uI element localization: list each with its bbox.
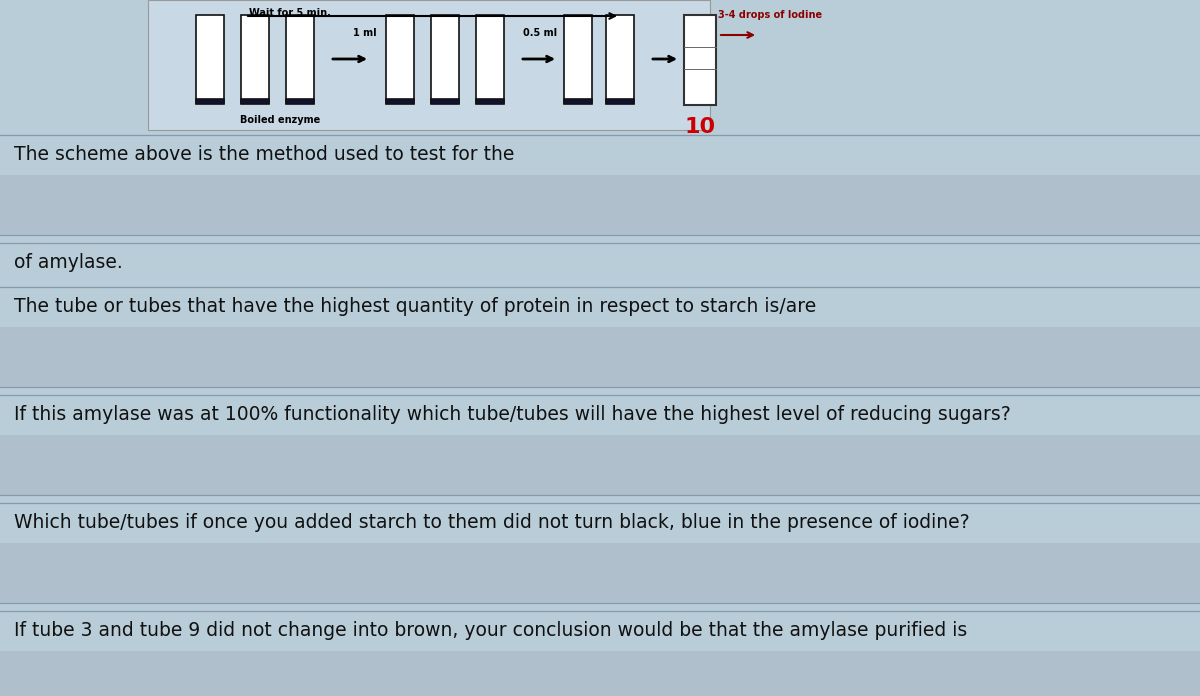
Bar <box>0 611 1200 651</box>
Text: 10: 10 <box>684 117 715 137</box>
Bar <box>564 15 592 103</box>
Text: The tube or tubes that have the highest quantity of protein in respect to starch: The tube or tubes that have the highest … <box>14 297 816 317</box>
Text: Wait for 5 min.: Wait for 5 min. <box>250 8 331 18</box>
Bar <box>606 15 634 103</box>
Text: 3-4 drops of Iodine: 3-4 drops of Iodine <box>718 10 822 20</box>
Bar <box>565 46 592 103</box>
Bar <box>242 46 268 103</box>
Bar <box>0 327 1200 387</box>
Bar <box>564 99 592 104</box>
Bar <box>0 175 1200 235</box>
Bar <box>431 99 458 104</box>
Bar <box>0 651 1200 696</box>
Bar <box>476 15 504 103</box>
Bar <box>148 0 710 130</box>
Text: If tube 3 and tube 9 did not change into brown, your conclusion would be that th: If tube 3 and tube 9 did not change into… <box>14 622 967 640</box>
Bar <box>476 99 504 104</box>
Text: The scheme above is the method used to test for the: The scheme above is the method used to t… <box>14 145 515 164</box>
Bar <box>386 15 414 103</box>
Bar <box>0 243 1200 283</box>
Bar <box>0 287 1200 327</box>
Bar <box>241 15 269 103</box>
Bar <box>432 46 458 103</box>
Text: If this amylase was at 100% functionality which tube/tubes will have the highest: If this amylase was at 100% functionalit… <box>14 406 1010 425</box>
Bar <box>386 46 413 103</box>
Bar <box>0 135 1200 175</box>
Text: 0.5 ml: 0.5 ml <box>523 28 557 38</box>
Bar <box>197 46 223 103</box>
Bar <box>0 543 1200 603</box>
Bar <box>241 99 269 104</box>
Bar <box>196 15 224 103</box>
Text: 1 ml: 1 ml <box>353 28 377 38</box>
Bar <box>0 395 1200 435</box>
Bar <box>0 503 1200 543</box>
Bar <box>196 99 224 104</box>
Bar <box>386 99 414 104</box>
Bar <box>606 99 634 104</box>
Bar <box>478 46 503 103</box>
Text: of amylase.: of amylase. <box>14 253 122 273</box>
Text: Which tube/tubes if once you added starch to them did not turn black, blue in th: Which tube/tubes if once you added starc… <box>14 514 970 532</box>
Bar <box>684 15 716 105</box>
Bar <box>431 15 458 103</box>
Bar <box>607 46 634 103</box>
Bar <box>287 46 313 103</box>
Bar <box>0 435 1200 495</box>
Bar <box>286 99 314 104</box>
Bar <box>286 15 314 103</box>
Text: Boiled enzyme: Boiled enzyme <box>240 115 320 125</box>
